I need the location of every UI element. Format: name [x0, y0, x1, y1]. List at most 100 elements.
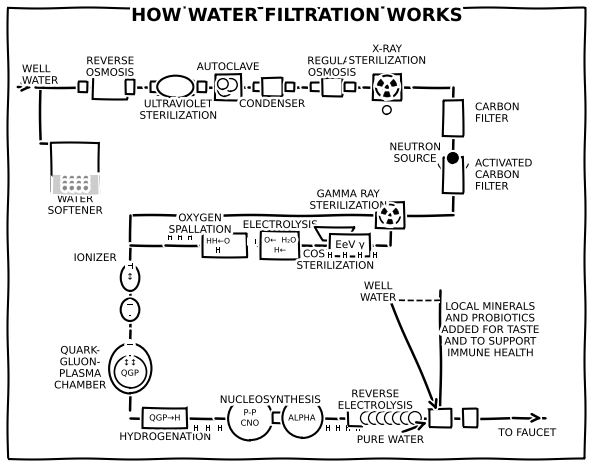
Text: PURE WATER: PURE WATER: [357, 435, 423, 445]
Text: NEUTRON
SOURCE: NEUTRON SOURCE: [390, 142, 441, 164]
Text: H: H: [205, 424, 211, 432]
Text: H: H: [217, 424, 223, 432]
Text: H: H: [215, 246, 221, 255]
Text: H: H: [355, 424, 361, 432]
Bar: [198, 82, 206, 92]
Text: H: H: [357, 250, 363, 260]
Bar: [322, 78, 342, 96]
Text: WELL
WATER: WELL WATER: [360, 281, 396, 303]
Text: WATER
SOFTENER: WATER SOFTENER: [47, 194, 103, 216]
Circle shape: [63, 181, 67, 185]
Text: OXYGEN
SPALLATION: OXYGEN SPALLATION: [168, 213, 231, 235]
Text: H: H: [193, 424, 199, 432]
Text: QGP→H: QGP→H: [149, 413, 181, 423]
Wedge shape: [377, 79, 384, 86]
Bar: [429, 409, 451, 427]
Text: REVERSE
OSMOSIS: REVERSE OSMOSIS: [86, 56, 134, 78]
Bar: [443, 157, 463, 193]
Circle shape: [77, 181, 81, 185]
Bar: [286, 83, 294, 91]
Ellipse shape: [157, 76, 193, 98]
Circle shape: [218, 79, 228, 89]
Circle shape: [84, 186, 88, 190]
Text: EeV γ: EeV γ: [335, 240, 365, 250]
Bar: [463, 409, 477, 427]
Text: ALPHA: ALPHA: [288, 413, 316, 423]
Bar: [376, 202, 404, 228]
Bar: [93, 75, 127, 99]
Text: H: H: [342, 250, 348, 260]
Circle shape: [84, 176, 88, 180]
Bar: [151, 82, 159, 92]
Circle shape: [218, 82, 232, 96]
Bar: [261, 231, 299, 259]
Text: +
-: + -: [126, 300, 134, 320]
Text: H←: H←: [274, 246, 286, 255]
Bar: [330, 234, 370, 256]
Text: P-P
CNO: P-P CNO: [241, 408, 260, 428]
Bar: [311, 83, 325, 91]
Circle shape: [393, 412, 405, 424]
Circle shape: [377, 412, 389, 424]
Text: TO FAUCET: TO FAUCET: [498, 428, 556, 438]
Text: H: H: [335, 424, 341, 432]
Text: H: H: [325, 424, 331, 432]
Text: H: H: [177, 233, 183, 241]
Bar: [215, 74, 241, 100]
Circle shape: [63, 176, 67, 180]
Polygon shape: [53, 175, 97, 193]
Circle shape: [70, 181, 74, 185]
Text: IONIZER: IONIZER: [74, 253, 116, 263]
Ellipse shape: [109, 343, 151, 393]
Circle shape: [114, 356, 146, 388]
Circle shape: [385, 412, 397, 424]
Text: QUARK-
GLUON-
PLASMA
CHAMBER: QUARK- GLUON- PLASMA CHAMBER: [54, 346, 106, 390]
Bar: [345, 83, 355, 91]
Wedge shape: [381, 208, 387, 214]
Circle shape: [388, 213, 392, 217]
Circle shape: [84, 181, 88, 185]
Circle shape: [77, 186, 81, 190]
Circle shape: [383, 83, 391, 91]
Bar: [273, 413, 283, 423]
Text: NUCLEOSYNTHESIS: NUCLEOSYNTHESIS: [220, 395, 320, 405]
Circle shape: [380, 205, 400, 225]
Circle shape: [401, 412, 413, 424]
Ellipse shape: [121, 265, 139, 291]
Wedge shape: [393, 208, 399, 214]
Wedge shape: [387, 219, 393, 224]
Text: HOW WATER FILTRATION WORKS: HOW WATER FILTRATION WORKS: [131, 7, 461, 25]
Text: H: H: [327, 250, 333, 260]
Text: LOCAL MINERALS
AND PROBIOTICS
ADDED FOR TASTE
AND TO SUPPORT
IMMUNE HEALTH: LOCAL MINERALS AND PROBIOTICS ADDED FOR …: [441, 302, 538, 358]
Text: □: □: [250, 236, 257, 246]
Circle shape: [70, 176, 74, 180]
Text: H
↕: H ↕: [126, 262, 134, 282]
Bar: [373, 74, 401, 100]
Text: REVERSE
ELECTROLYSIS: REVERSE ELECTROLYSIS: [337, 389, 412, 411]
Circle shape: [70, 186, 74, 190]
Circle shape: [228, 396, 272, 440]
Text: +
-: + -: [126, 340, 133, 360]
Bar: [79, 82, 87, 92]
Bar: [262, 78, 282, 96]
Circle shape: [409, 412, 421, 424]
Circle shape: [361, 412, 373, 424]
Circle shape: [383, 106, 391, 114]
Text: AUTOCLAVE: AUTOCLAVE: [197, 62, 259, 72]
Text: HYDROGENATION: HYDROGENATION: [119, 432, 211, 442]
Bar: [126, 80, 134, 94]
Text: ELECTROLYSIS: ELECTROLYSIS: [243, 220, 317, 230]
Text: COSMIC RAY
STERILIZATION: COSMIC RAY STERILIZATION: [296, 249, 374, 271]
Circle shape: [225, 79, 237, 91]
Bar: [51, 143, 99, 193]
Bar: [203, 233, 247, 257]
Text: ACTIVATED
CARBON
FILTER: ACTIVATED CARBON FILTER: [475, 158, 533, 191]
Text: ULTRAVIOLET
STERILIZATION: ULTRAVIOLET STERILIZATION: [139, 99, 216, 121]
Text: H: H: [372, 250, 378, 260]
Text: ↕↕
QGP: ↕↕ QGP: [121, 358, 139, 378]
Circle shape: [369, 412, 381, 424]
Text: H: H: [167, 233, 173, 241]
Text: HH←O: HH←O: [206, 236, 230, 246]
Circle shape: [385, 85, 389, 89]
Text: O←  H₂O: O← H₂O: [264, 235, 296, 245]
